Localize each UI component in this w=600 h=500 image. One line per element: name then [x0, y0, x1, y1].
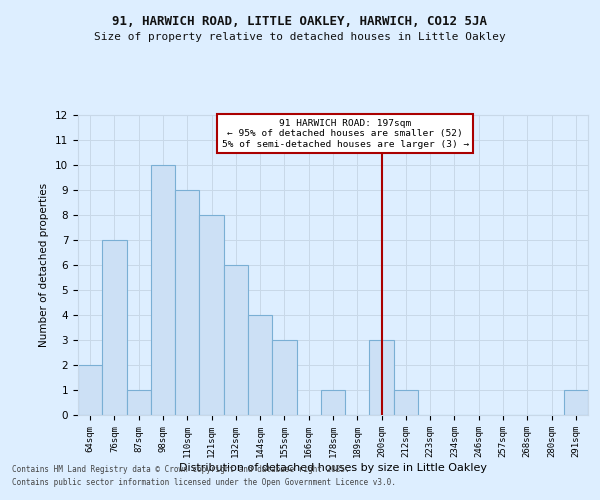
Text: 91, HARWICH ROAD, LITTLE OAKLEY, HARWICH, CO12 5JA: 91, HARWICH ROAD, LITTLE OAKLEY, HARWICH…: [113, 15, 487, 28]
Bar: [394, 390, 418, 415]
Bar: [102, 240, 127, 415]
Text: 91 HARWICH ROAD: 197sqm
← 95% of detached houses are smaller (52)
5% of semi-det: 91 HARWICH ROAD: 197sqm ← 95% of detache…: [221, 118, 469, 148]
Y-axis label: Number of detached properties: Number of detached properties: [40, 183, 49, 347]
Text: Contains public sector information licensed under the Open Government Licence v3: Contains public sector information licen…: [12, 478, 396, 487]
Bar: [370, 340, 394, 415]
Bar: [127, 390, 151, 415]
X-axis label: Distribution of detached houses by size in Little Oakley: Distribution of detached houses by size …: [179, 462, 487, 472]
Bar: [564, 390, 588, 415]
Bar: [78, 365, 102, 415]
Bar: [199, 215, 224, 415]
Bar: [248, 315, 272, 415]
Text: Size of property relative to detached houses in Little Oakley: Size of property relative to detached ho…: [94, 32, 506, 42]
Bar: [224, 265, 248, 415]
Bar: [321, 390, 345, 415]
Bar: [272, 340, 296, 415]
Bar: [151, 165, 175, 415]
Text: Contains HM Land Registry data © Crown copyright and database right 2025.: Contains HM Land Registry data © Crown c…: [12, 466, 350, 474]
Bar: [175, 190, 199, 415]
